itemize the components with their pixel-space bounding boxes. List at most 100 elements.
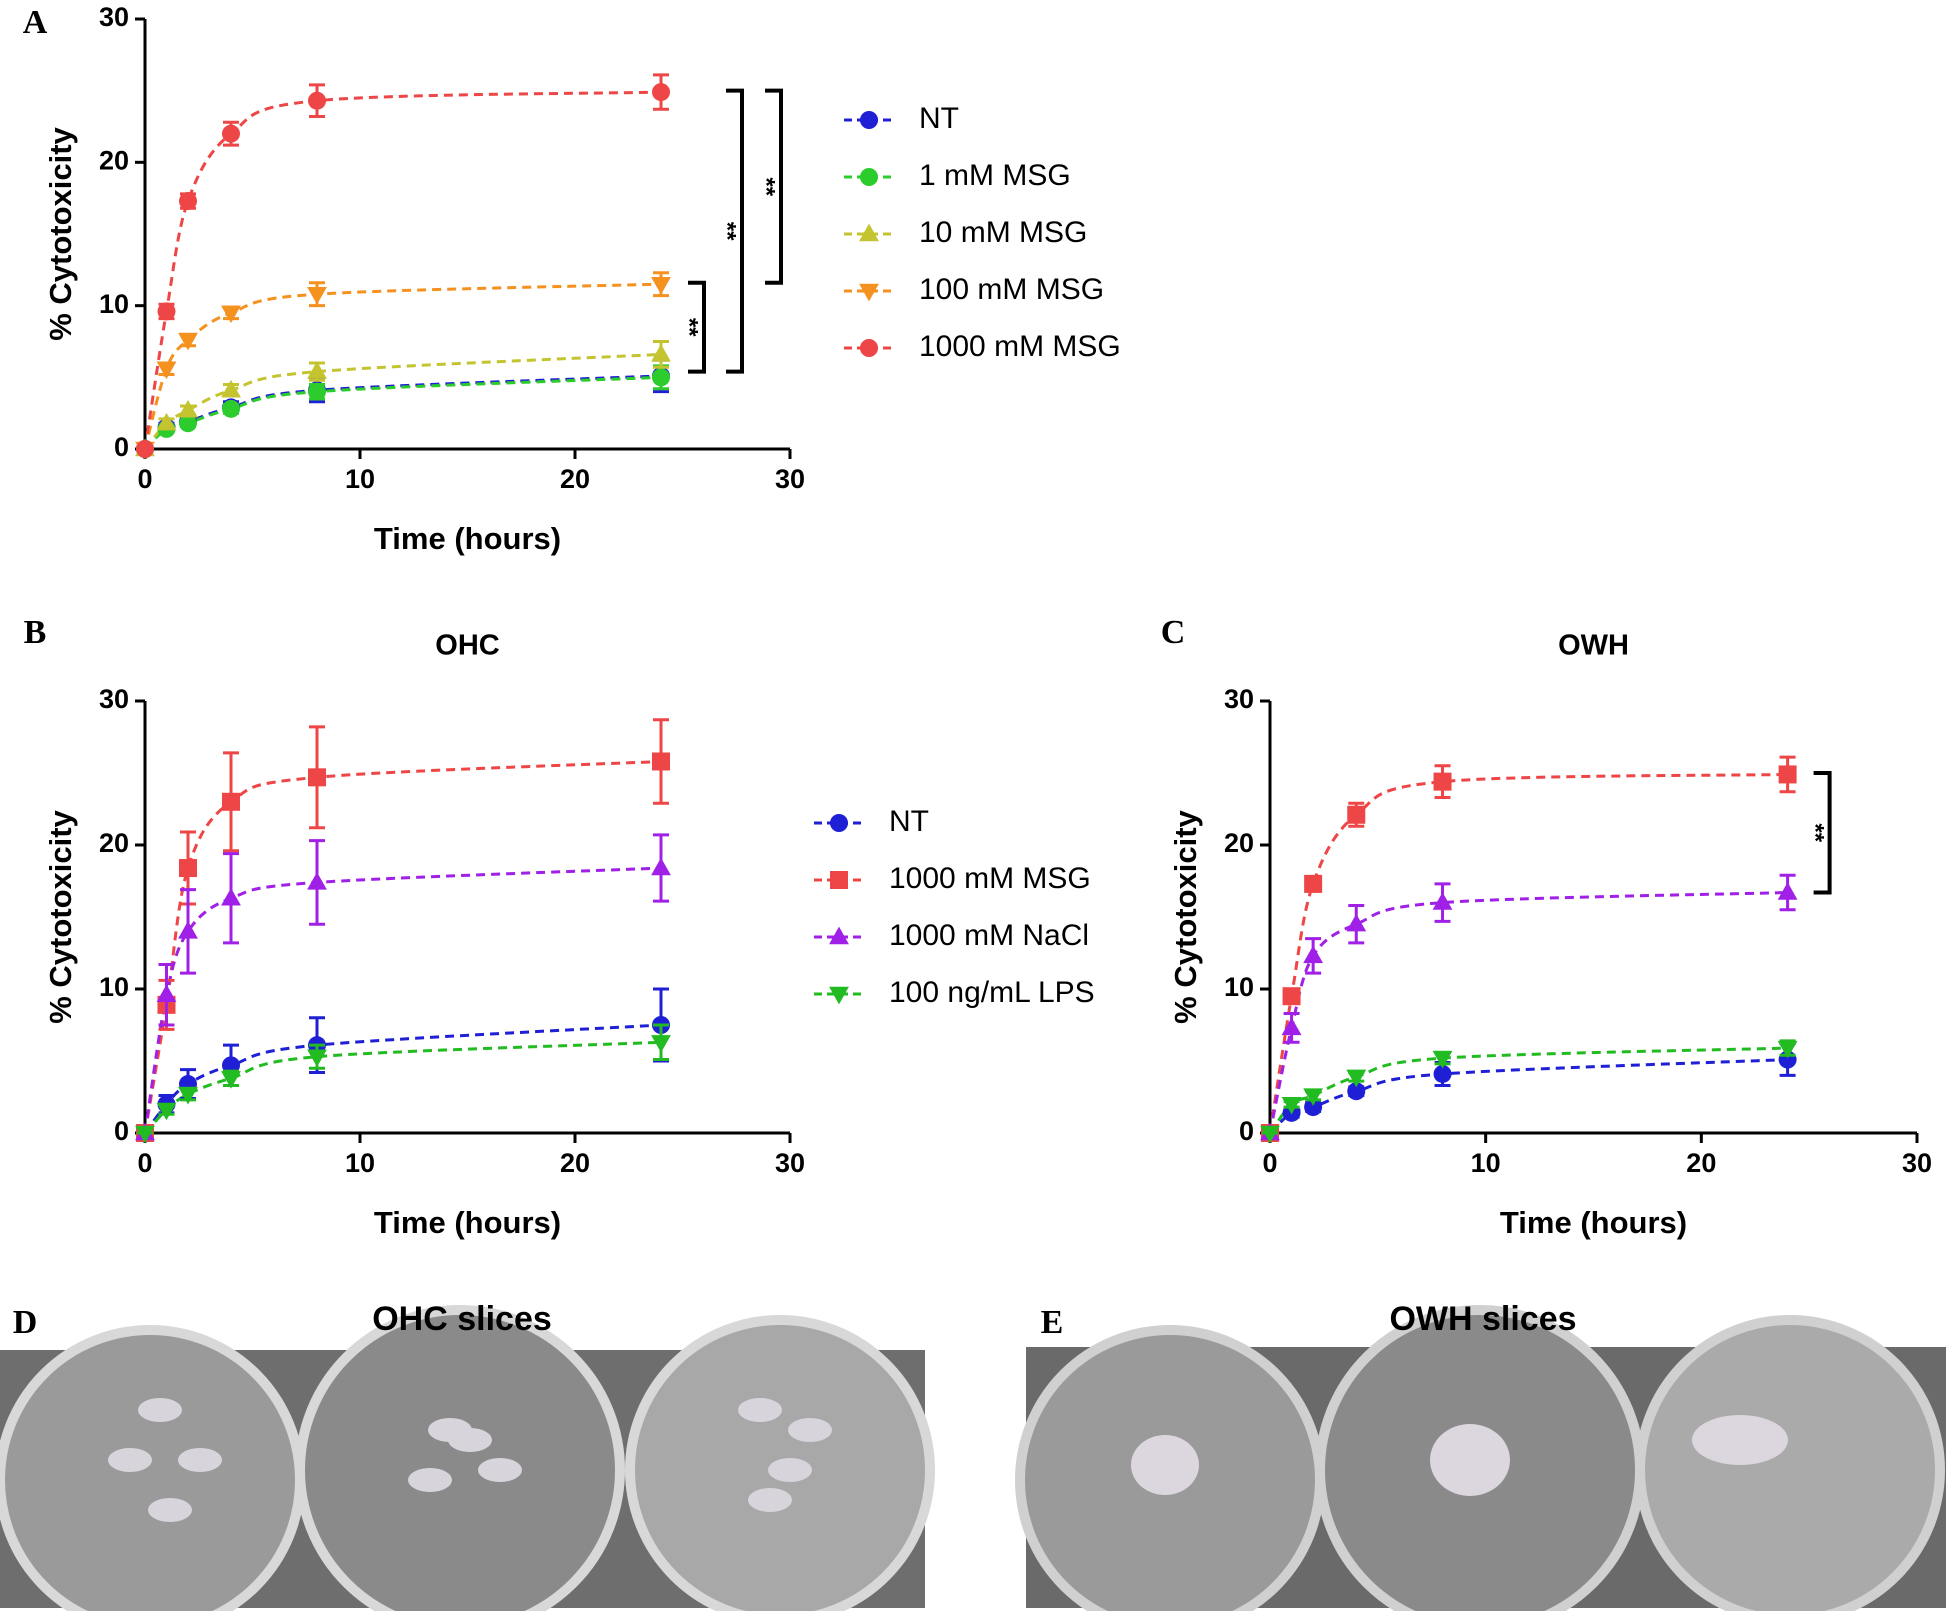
panel-label: E bbox=[1041, 1304, 1064, 1341]
marker bbox=[156, 1102, 177, 1121]
marker bbox=[178, 399, 198, 418]
y-tick-label: 10 bbox=[99, 289, 129, 319]
marker bbox=[179, 859, 197, 878]
chart-title: OHC bbox=[435, 630, 500, 662]
x-tick-label: 20 bbox=[1686, 1148, 1716, 1178]
panel-label: D bbox=[13, 1304, 38, 1341]
x-tick-label: 10 bbox=[1471, 1148, 1501, 1178]
significance-label: ** bbox=[714, 222, 741, 241]
marker bbox=[1260, 1125, 1280, 1144]
legend-label: 100 ng/mL LPS bbox=[889, 976, 1095, 1009]
series-line bbox=[143, 866, 662, 1134]
legend-label: NT bbox=[919, 102, 959, 135]
legend-marker bbox=[830, 814, 848, 832]
legend-label: 1000 mM NaCl bbox=[889, 919, 1089, 952]
x-axis-label: Time (hours) bbox=[374, 1205, 561, 1240]
slices bbox=[108, 1398, 832, 1522]
marker bbox=[307, 1049, 327, 1068]
y-tick-label: 30 bbox=[99, 2, 129, 32]
y-axis-label: % Cytotoxicity bbox=[43, 126, 78, 340]
marker bbox=[221, 379, 241, 398]
marker bbox=[221, 305, 241, 324]
marker bbox=[1303, 945, 1324, 964]
legend-marker bbox=[860, 111, 878, 129]
marker bbox=[651, 276, 671, 295]
y-tick-label: 30 bbox=[1224, 684, 1254, 714]
panel-label: C bbox=[1161, 614, 1186, 651]
marker bbox=[222, 792, 240, 811]
series-line bbox=[143, 282, 662, 450]
marker bbox=[308, 382, 326, 401]
marker bbox=[1347, 805, 1366, 824]
marker bbox=[179, 414, 197, 433]
marker bbox=[1281, 1097, 1302, 1115]
marker bbox=[156, 412, 177, 431]
marker bbox=[1347, 1082, 1366, 1101]
significance-bracket bbox=[1813, 771, 1832, 895]
legend-label: 100 mM MSG bbox=[919, 273, 1104, 306]
marker bbox=[1346, 1069, 1367, 1088]
significance-bracket bbox=[765, 88, 783, 285]
legend-label: 1 mM MSG bbox=[919, 159, 1071, 192]
x-axis-label: Time (hours) bbox=[374, 521, 561, 556]
marker bbox=[178, 921, 198, 939]
marker bbox=[179, 192, 197, 211]
x-tick-label: 20 bbox=[560, 464, 590, 494]
y-tick-label: 30 bbox=[99, 684, 129, 714]
marker bbox=[222, 399, 240, 418]
legend-marker bbox=[860, 339, 878, 357]
marker bbox=[156, 984, 177, 1002]
chart-title: OWH bbox=[1558, 630, 1629, 662]
marker bbox=[1433, 772, 1452, 791]
marker bbox=[1346, 913, 1367, 932]
series-line bbox=[1268, 891, 1788, 1134]
marker bbox=[1304, 874, 1323, 893]
marker bbox=[307, 287, 327, 305]
marker bbox=[651, 857, 671, 876]
marker bbox=[1433, 1064, 1452, 1083]
panel-label: B bbox=[24, 614, 47, 651]
series-line bbox=[1268, 1058, 1788, 1135]
series-line bbox=[143, 352, 662, 450]
marker bbox=[1778, 765, 1797, 784]
x-axis-label: Time (hours) bbox=[1500, 1205, 1687, 1240]
legend-label: 10 mM MSG bbox=[919, 216, 1087, 249]
series-line bbox=[143, 375, 662, 451]
y-tick-label: 0 bbox=[114, 432, 129, 462]
x-tick-label: 0 bbox=[137, 1148, 152, 1178]
marker bbox=[1304, 1098, 1323, 1117]
y-axis-label: % Cytotoxicity bbox=[43, 809, 78, 1023]
legend-label: 1000 mM MSG bbox=[889, 862, 1091, 895]
legend-label: 1000 mM MSG bbox=[919, 330, 1121, 363]
x-tick-label: 30 bbox=[775, 1148, 805, 1178]
x-tick-label: 30 bbox=[1902, 1148, 1932, 1178]
marker bbox=[307, 872, 327, 890]
significance-bracket bbox=[688, 280, 706, 374]
well bbox=[295, 1305, 625, 1611]
marker bbox=[651, 1035, 671, 1053]
x-tick-label: 10 bbox=[345, 1148, 375, 1178]
y-tick-label: 10 bbox=[99, 972, 129, 1002]
marker bbox=[1777, 882, 1798, 900]
marker bbox=[1281, 1017, 1302, 1036]
y-tick-label: 10 bbox=[1224, 972, 1254, 1002]
legend-marker bbox=[829, 986, 849, 1005]
legend-marker bbox=[829, 926, 849, 945]
marker bbox=[1432, 892, 1453, 910]
y-tick-label: 20 bbox=[99, 828, 129, 858]
significance-label: ** bbox=[1801, 823, 1828, 842]
significance-bracket bbox=[726, 88, 744, 374]
marker bbox=[178, 332, 198, 351]
marker bbox=[1777, 1040, 1798, 1059]
marker bbox=[307, 361, 327, 379]
marker bbox=[652, 752, 670, 771]
photo-title: OWH slices bbox=[1389, 1300, 1576, 1338]
marker bbox=[222, 124, 240, 143]
significance-label: ** bbox=[676, 318, 703, 337]
series-line bbox=[143, 1023, 662, 1134]
marker bbox=[651, 344, 671, 362]
series-line bbox=[143, 90, 662, 450]
marker bbox=[156, 361, 177, 380]
marker bbox=[135, 1125, 155, 1144]
